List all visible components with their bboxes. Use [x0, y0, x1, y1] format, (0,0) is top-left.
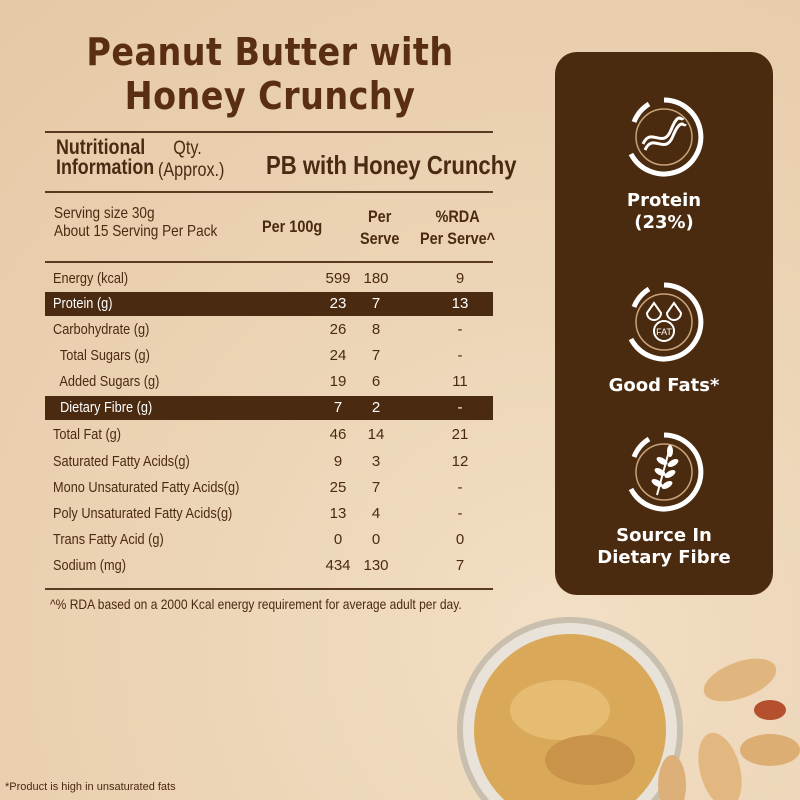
cell-per-serve: 0 [371, 531, 381, 548]
cell-per100g: 25 [329, 479, 347, 496]
badge-label: Source In [616, 525, 712, 546]
badge-label: Good Fats* [608, 375, 720, 396]
wheat-icon [628, 432, 704, 512]
row-label: Carbohydrate (g) [53, 321, 150, 338]
table-row: Dietary Fibre (g) 7 2 - [45, 396, 493, 420]
cell-rda: 11 [452, 373, 468, 390]
divider [45, 191, 493, 193]
cell-per100g: 7 [333, 399, 343, 416]
bottom-note: *Product is high in unsaturated fats [5, 781, 176, 793]
cell-per-serve: 7 [371, 479, 381, 496]
cell-rda: 21 [451, 426, 469, 443]
table-row: Sodium (mg) 434 130 7 [45, 554, 493, 578]
cell-per-serve: 2 [371, 399, 381, 416]
row-label: Dietary Fibre (g) [53, 399, 153, 416]
header-product: PB with Honey Crunchy [266, 150, 517, 180]
table-row: Total Sugars (g) 24 7 - [45, 344, 493, 368]
benefits-panel: Protein (23%) FAT Good Fats* Source In Die… [555, 52, 773, 595]
svg-text:FAT: FAT [656, 327, 672, 337]
cell-per-serve: 6 [371, 373, 381, 390]
table-row: Carbohydrate (g) 26 8 - [45, 318, 493, 342]
cell-rda: 9 [455, 270, 465, 287]
badge-label: Protein [626, 190, 702, 211]
table-row: Trans Fatty Acid (g) 0 0 0 [45, 528, 493, 552]
cell-per-serve: 7 [371, 347, 381, 364]
cell-per-serve: 130 [363, 557, 389, 574]
cell-rda: - [457, 479, 463, 496]
product-title: Peanut Butter with Honey Crunchy [86, 30, 454, 118]
cell-per100g: 599 [325, 270, 351, 287]
cell-per-serve: 3 [371, 453, 381, 470]
divider [45, 131, 493, 133]
cell-per100g: 26 [329, 321, 347, 338]
divider [45, 261, 493, 263]
cell-rda: 7 [455, 557, 465, 574]
col-per100g: Per 100g [262, 217, 323, 236]
col-per-serve: Per Serve [360, 207, 400, 248]
cell-rda: 0 [455, 531, 465, 548]
cell-rda: - [457, 505, 463, 522]
cell-rda: - [457, 399, 463, 416]
cell-per-serve: 7 [371, 295, 381, 312]
row-label: Trans Fatty Acid (g) [53, 531, 164, 548]
col-rda: %RDA Per Serve^ [420, 207, 496, 248]
cell-per100g: 13 [329, 505, 347, 522]
row-label: Added Sugars (g) [53, 373, 160, 390]
cell-per100g: 24 [329, 347, 347, 364]
cell-per-serve: 4 [371, 505, 381, 522]
cell-per-serve: 8 [371, 321, 381, 338]
badge-value: (23%) [634, 212, 694, 233]
cell-rda: - [457, 347, 463, 364]
table-row: Mono Unsaturated Fatty Acids(g) 25 7 - [45, 476, 493, 500]
serving-info: Serving size 30g About 15 Serving Per Pac… [54, 205, 218, 240]
badge-good-fats: FAT Good Fats* [555, 277, 773, 397]
dna-icon [628, 97, 704, 177]
badge-fibre: Source In Dietary Fibre [555, 427, 773, 569]
table-row: Saturated Fatty Acids(g) 9 3 12 [45, 450, 493, 474]
cell-rda: - [457, 321, 463, 338]
cell-per-serve: 14 [367, 426, 385, 443]
badge-label: Dietary Fibre [597, 547, 731, 568]
cell-per100g: 23 [329, 295, 347, 312]
cell-per100g: 9 [333, 453, 343, 470]
cell-per100g: 19 [329, 373, 347, 390]
divider [45, 588, 493, 590]
row-label: Total Sugars (g) [53, 347, 150, 364]
cell-per100g: 0 [333, 531, 343, 548]
badge-protein: Protein (23%) [555, 92, 773, 234]
header-nutritional: Nutritional Information [56, 136, 155, 179]
table-row: Protein (g) 23 7 13 [45, 292, 493, 316]
cell-rda: 13 [451, 295, 469, 312]
row-label: Mono Unsaturated Fatty Acids(g) [53, 479, 240, 496]
row-label: Sodium (mg) [53, 557, 126, 574]
fat-drops-icon: FAT [628, 282, 704, 362]
row-label: Energy (kcal) [53, 270, 129, 287]
row-label: Saturated Fatty Acids(g) [53, 453, 190, 470]
table-row: Total Fat (g) 46 14 21 [45, 423, 493, 447]
table-row: Energy (kcal) 599 180 9 [45, 267, 493, 291]
peanut-butter-jar-image [457, 617, 800, 800]
row-label: Total Fat (g) [53, 426, 122, 443]
cell-per-serve: 180 [363, 270, 389, 287]
cell-rda: 12 [451, 453, 469, 470]
cell-per100g: 434 [325, 557, 351, 574]
cell-per100g: 46 [329, 426, 347, 443]
table-row: Added Sugars (g) 19 6 11 [45, 370, 493, 394]
row-label: Poly Unsaturated Fatty Acids(g) [53, 505, 233, 522]
rda-footnote: ^% RDA based on a 2000 Kcal energy requi… [50, 596, 462, 612]
table-row: Poly Unsaturated Fatty Acids(g) 13 4 - [45, 502, 493, 526]
row-label: Protein (g) [53, 295, 113, 312]
header-qty: Qty. (Approx.) [158, 138, 225, 181]
